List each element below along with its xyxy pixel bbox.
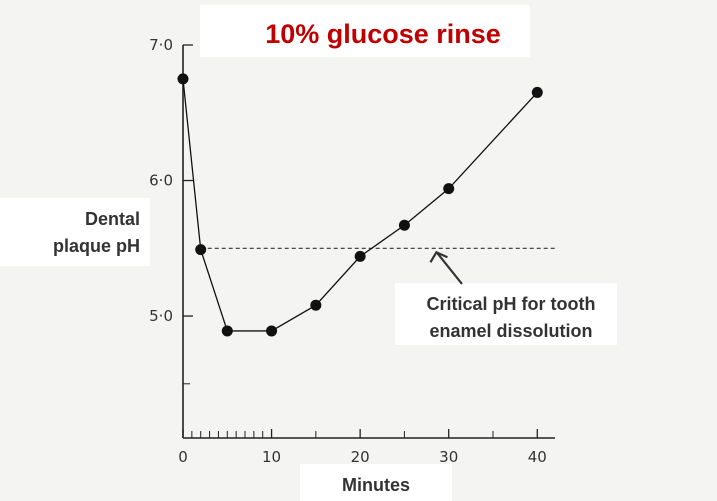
y-tick-label: 7·0 <box>149 36 173 54</box>
y-tick-label: 5·0 <box>149 307 173 325</box>
x-tick-label: 10 <box>262 448 281 466</box>
title-backdrop <box>200 5 530 57</box>
ylabel-line-2: plaque pH <box>53 236 140 256</box>
axis-ticks: 0 10 20 30 40 5·0 6·0 7·0 <box>149 36 547 466</box>
xlabel-backdrop <box>300 464 452 501</box>
ylabel-line-1: Dental <box>85 209 140 229</box>
reference-label-line-1: Critical pH for tooth <box>427 294 596 314</box>
reference-line-group <box>200 247 555 285</box>
chart-title: 10% glucose rinse <box>265 19 501 49</box>
data-point <box>266 325 278 337</box>
xlabel: Minutes <box>342 475 410 495</box>
data-point <box>531 86 543 98</box>
y-tick-label: 6·0 <box>149 172 173 190</box>
arrow-head <box>429 250 448 263</box>
data-point <box>221 325 233 337</box>
ylabel-backdrop <box>0 198 150 266</box>
x-tick-label: 40 <box>528 448 547 466</box>
x-tick-label: 20 <box>351 448 370 466</box>
arrow-shaft <box>436 252 463 285</box>
series-group <box>177 73 543 337</box>
data-point <box>398 219 410 231</box>
reference-label-backdrop <box>395 283 617 345</box>
data-point <box>310 299 322 311</box>
data-point <box>443 183 455 195</box>
data-point <box>354 250 366 262</box>
x-tick-label: 30 <box>439 448 458 466</box>
data-point <box>195 244 207 256</box>
x-tick-label: 0 <box>178 448 188 466</box>
reference-label-line-2: enamel dissolution <box>429 321 592 341</box>
data-point <box>177 73 189 85</box>
